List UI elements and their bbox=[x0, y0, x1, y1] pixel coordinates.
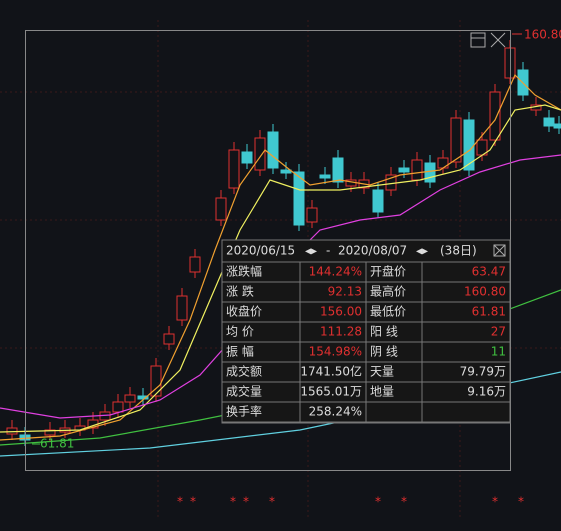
stat-value: 111.28 bbox=[320, 325, 362, 339]
candle-body bbox=[215, 197, 227, 221]
markers: * * * * * * * * * bbox=[177, 495, 524, 509]
marker: * bbox=[375, 495, 381, 509]
stat-value: 27 bbox=[491, 325, 506, 339]
candle-body bbox=[228, 149, 240, 189]
candle-body bbox=[112, 401, 124, 413]
stat-label: 阳 线 bbox=[370, 325, 398, 339]
stat-value: 154.98% bbox=[309, 345, 362, 359]
stat-value: 258.24% bbox=[309, 405, 362, 419]
days: (38日) bbox=[440, 244, 477, 258]
date-end[interactable]: 2020/08/07 bbox=[338, 244, 407, 258]
stat-value: 160.80 bbox=[464, 285, 506, 299]
marker: * bbox=[269, 495, 275, 509]
date-start[interactable]: 2020/06/15 bbox=[226, 244, 295, 258]
stat-label: 地量 bbox=[370, 385, 394, 399]
marker: * bbox=[177, 495, 183, 509]
stat-value: 79.79万 bbox=[460, 365, 506, 379]
stat-label: 收盘价 bbox=[226, 304, 262, 319]
stat-label: 均 价 bbox=[226, 325, 254, 339]
candle-body bbox=[189, 256, 201, 273]
candle-body bbox=[489, 91, 501, 141]
stat-label: 换手率 bbox=[226, 404, 262, 419]
close-icon[interactable] bbox=[490, 32, 506, 48]
marker: * bbox=[243, 495, 249, 509]
stat-value: 144.24% bbox=[309, 265, 362, 279]
candle-body bbox=[254, 137, 266, 171]
candle-body bbox=[150, 365, 162, 397]
candle-body bbox=[280, 169, 292, 174]
stat-value: 92.13 bbox=[328, 285, 362, 299]
stat-label: 涨 跌 bbox=[226, 284, 254, 299]
stat-value: 9.16万 bbox=[467, 385, 506, 399]
stats-popup: 2020/06/15 ◂▸ - 2020/08/07 ◂▸ (38日) 涨跌幅 1… bbox=[221, 239, 511, 424]
stat-value: 156.00 bbox=[320, 305, 362, 319]
candle-body bbox=[332, 157, 344, 183]
stat-label: 涨跌幅 bbox=[226, 264, 262, 279]
candle-body bbox=[44, 429, 56, 436]
marker: * bbox=[230, 495, 236, 509]
candle-body bbox=[124, 394, 136, 403]
stat-value: 63.47 bbox=[472, 265, 506, 279]
date-arrows[interactable]: ◂▸ bbox=[305, 244, 317, 258]
candle-body bbox=[450, 117, 462, 163]
stat-value: 11 bbox=[491, 345, 506, 359]
candle-body bbox=[424, 162, 436, 183]
popup-close-x bbox=[493, 244, 506, 257]
candle-body bbox=[163, 333, 175, 345]
candle-body bbox=[241, 151, 253, 164]
candle-body bbox=[463, 119, 475, 171]
stat-label: 阴 线 bbox=[370, 345, 398, 359]
candle-body bbox=[411, 159, 423, 181]
stat-value: 61.81 bbox=[472, 305, 506, 319]
stat-label: 最高价 bbox=[370, 284, 406, 299]
marker: * bbox=[518, 495, 524, 509]
candle-body bbox=[372, 189, 384, 213]
low-label: 61.81 bbox=[40, 437, 74, 451]
high-label: 160.80 bbox=[524, 28, 561, 42]
date-sep: - bbox=[326, 244, 330, 258]
marker: * bbox=[492, 495, 498, 509]
candle-body bbox=[176, 295, 188, 321]
stat-label: 成交额 bbox=[226, 364, 262, 379]
marker: * bbox=[190, 495, 196, 509]
popup-close[interactable] bbox=[493, 244, 506, 257]
candle-body bbox=[306, 207, 318, 223]
candle-body bbox=[319, 174, 331, 179]
candle-body bbox=[398, 167, 410, 173]
candle-body bbox=[553, 123, 561, 129]
candle-body bbox=[6, 427, 18, 435]
stat-label: 天量 bbox=[370, 365, 394, 379]
date-arrows[interactable]: ◂▸ bbox=[416, 244, 428, 258]
stat-label: 振 幅 bbox=[226, 344, 254, 359]
candle-body bbox=[293, 171, 305, 226]
stat-label: 最低价 bbox=[370, 305, 406, 319]
candle-body bbox=[437, 157, 449, 169]
candle-body bbox=[137, 395, 149, 400]
candle-body bbox=[267, 131, 279, 169]
stat-label: 成交量 bbox=[226, 384, 262, 399]
stat-label: 开盘价 bbox=[370, 264, 406, 279]
stat-value: 1741.50亿 bbox=[300, 364, 362, 379]
marker: * bbox=[401, 495, 407, 509]
window-icon[interactable] bbox=[470, 32, 486, 48]
candle-body bbox=[543, 117, 555, 127]
stat-value: 1565.01万 bbox=[300, 385, 362, 399]
